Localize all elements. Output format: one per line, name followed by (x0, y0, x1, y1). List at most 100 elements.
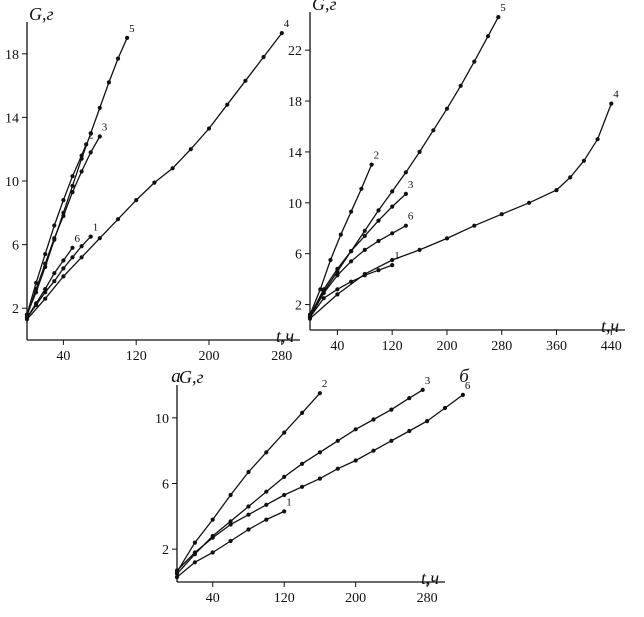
series-label: 5 (129, 23, 135, 35)
data-point (328, 257, 333, 263)
y-tick-label: 18 (288, 95, 302, 110)
chart-panel-b: 40 120 200 280 360 440 2 6 10 14 18 22 G,г t,ч 1 2 3 4 5 6 б (288, 0, 625, 387)
y-tick-label: 2 (295, 299, 302, 314)
data-point (359, 186, 364, 191)
data-point (170, 166, 175, 171)
data-point (390, 231, 395, 236)
series-1: 1 (174, 496, 292, 580)
series-label: 2 (88, 129, 94, 141)
x-tick-label: 200 (345, 591, 366, 606)
series-line (176, 394, 464, 571)
series-label: 1 (394, 250, 400, 262)
data-point (335, 287, 340, 292)
series-label: 5 (500, 2, 506, 14)
data-point (264, 450, 269, 455)
data-point (417, 247, 422, 252)
data-point (106, 80, 111, 85)
data-point (349, 249, 354, 254)
data-point (61, 258, 66, 263)
panel-label: б (459, 366, 470, 387)
data-point (243, 78, 248, 83)
series-label: 1 (286, 496, 292, 508)
data-point (43, 287, 48, 292)
data-point (353, 427, 358, 432)
data-point (192, 560, 197, 565)
series-5: 5 (24, 23, 135, 317)
data-point (228, 522, 233, 527)
data-point (335, 292, 340, 297)
x-tick-label: 120 (274, 591, 295, 606)
series-2: 2 (174, 378, 327, 575)
x-tick-label: 40 (206, 591, 220, 606)
data-point (52, 271, 57, 276)
data-point (79, 156, 84, 161)
data-point (335, 466, 340, 471)
data-point (61, 274, 66, 279)
data-point (458, 83, 463, 88)
data-point (460, 392, 465, 397)
y-tick-label: 18 (5, 48, 19, 63)
x-tick-label: 280 (417, 591, 438, 606)
data-point (321, 291, 326, 296)
series-label: 2 (374, 150, 380, 162)
y-tick-label: 2 (162, 543, 169, 558)
data-point (581, 158, 587, 163)
data-point (174, 568, 180, 573)
data-point (376, 208, 381, 213)
series-3: 3 (174, 375, 431, 576)
data-point (568, 175, 573, 180)
data-point (349, 209, 354, 214)
data-point (362, 247, 367, 252)
data-point (134, 198, 139, 203)
data-point (206, 126, 212, 131)
data-point (210, 517, 215, 522)
data-point (369, 162, 374, 167)
data-point (389, 438, 394, 443)
data-point (317, 391, 322, 396)
data-point (499, 212, 504, 217)
data-point (52, 223, 57, 228)
data-point (282, 492, 287, 498)
series-label: 3 (408, 179, 414, 191)
data-point (261, 54, 266, 60)
data-point (52, 279, 57, 284)
data-point (376, 268, 381, 273)
data-point (88, 131, 93, 136)
data-point (282, 430, 287, 435)
data-point (403, 170, 408, 175)
data-point (282, 474, 287, 479)
data-point (70, 245, 75, 250)
data-point (376, 238, 381, 244)
data-point (300, 484, 305, 489)
data-point (407, 396, 412, 401)
data-point (88, 234, 93, 239)
data-point (43, 252, 48, 257)
data-point (442, 405, 448, 411)
data-point (188, 147, 193, 152)
data-point (225, 102, 230, 107)
y-tick-label: 10 (5, 175, 19, 190)
series-2: 2 (307, 150, 380, 317)
data-point (554, 188, 559, 193)
data-point (335, 438, 340, 443)
data-point (403, 223, 408, 228)
data-point (317, 450, 322, 455)
series-line (309, 103, 612, 320)
x-axis-title: t,ч (421, 568, 439, 588)
x-tick-label: 120 (126, 349, 147, 364)
data-point (52, 237, 57, 242)
series-line (26, 37, 128, 315)
series-3: 3 (24, 122, 108, 319)
y-tick-label: 10 (155, 412, 169, 427)
y-tick-label: 2 (12, 302, 19, 317)
data-point (472, 223, 477, 228)
series-label: 1 (93, 222, 99, 234)
y-tick-label: 22 (288, 44, 302, 59)
data-point (496, 15, 501, 20)
series-label: 6 (408, 211, 414, 223)
series-label: 3 (102, 122, 108, 134)
data-point (246, 469, 251, 475)
data-point (115, 56, 121, 61)
series-label: 6 (75, 233, 81, 245)
